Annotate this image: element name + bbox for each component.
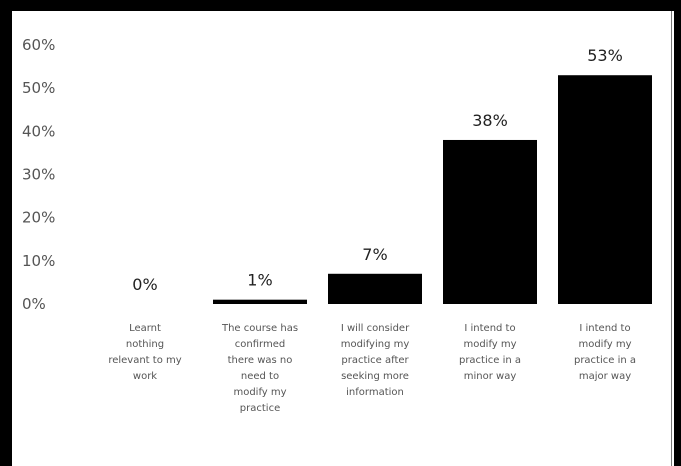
y-tick-label: 50% [22,79,55,97]
category-labels: Learnt nothing relevant to my work The cours… [108,323,636,414]
data-label: 53% [587,46,623,65]
category-label: I intend to modify my practice in a minor w… [459,323,521,382]
bar [558,75,652,304]
y-tick-label: 20% [22,209,55,227]
bars [213,75,652,304]
y-tick-label: 40% [22,122,55,140]
category-label: Learnt nothing relevant to my work [108,323,181,382]
y-axis-ticks: 0% 10% 20% 30% 40% 50% 60% [22,36,55,313]
category-label: I will consider modifying my practice afte… [341,323,410,398]
data-label: 0% [132,275,157,294]
frame-border-right [674,0,681,466]
frame-border-left [0,0,12,466]
data-label: 7% [362,245,387,264]
y-tick-label: 60% [22,36,55,54]
category-label: I intend to modify my practice in a major w… [574,323,636,382]
data-label: 38% [472,111,508,130]
frame-border-right-inner [671,11,672,466]
data-label: 1% [247,271,272,290]
y-tick-label: 0% [22,295,46,313]
y-tick-label: 10% [22,252,55,270]
bar [213,299,307,304]
category-label: The course has confirmed there was no need … [221,323,298,414]
frame-border-top [0,0,681,11]
bar [443,139,537,304]
data-labels: 0% 1% 7% 38% 53% [132,46,622,294]
bar [328,273,422,304]
y-tick-label: 30% [22,166,55,184]
